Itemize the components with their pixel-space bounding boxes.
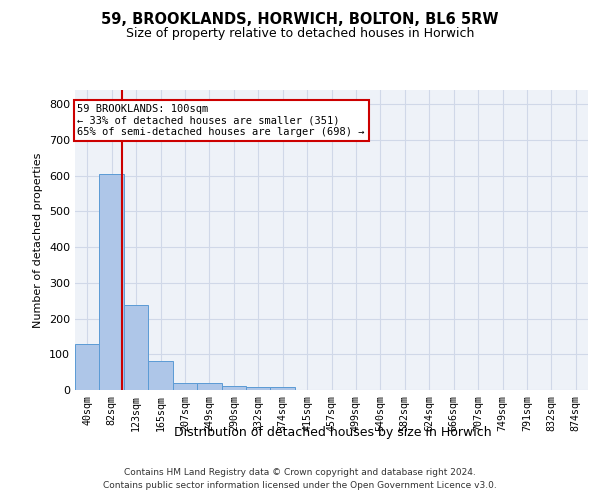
Text: Contains HM Land Registry data © Crown copyright and database right 2024.: Contains HM Land Registry data © Crown c… [124, 468, 476, 477]
Bar [197, 383, 221, 390]
Bar [124, 306, 148, 390]
Y-axis label: Number of detached properties: Number of detached properties [34, 152, 43, 328]
Bar [221, 386, 246, 390]
Text: Size of property relative to detached houses in Horwich: Size of property relative to detached ho… [126, 28, 474, 40]
Bar [148, 362, 173, 390]
Text: 59, BROOKLANDS, HORWICH, BOLTON, BL6 5RW: 59, BROOKLANDS, HORWICH, BOLTON, BL6 5RW [101, 12, 499, 28]
Text: Contains public sector information licensed under the Open Government Licence v3: Contains public sector information licen… [103, 480, 497, 490]
Text: 59 BROOKLANDS: 100sqm
← 33% of detached houses are smaller (351)
65% of semi-det: 59 BROOKLANDS: 100sqm ← 33% of detached … [77, 104, 365, 137]
Bar [173, 383, 197, 390]
Bar [100, 174, 124, 390]
Text: Distribution of detached houses by size in Horwich: Distribution of detached houses by size … [174, 426, 492, 439]
Bar [75, 344, 100, 390]
Bar [246, 387, 271, 390]
Bar [271, 387, 295, 390]
